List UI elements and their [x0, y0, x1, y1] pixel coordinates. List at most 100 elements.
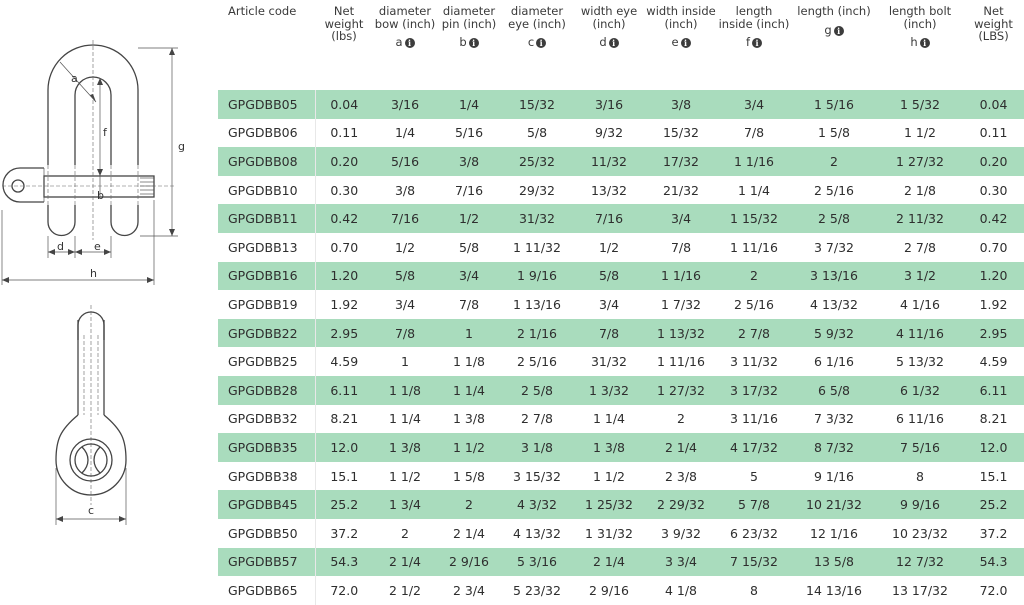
pin-slot [81, 446, 101, 474]
table-cell: 8.21 [315, 404, 373, 434]
table-cell: 7/8 [645, 232, 717, 262]
pin-head-outer [69, 438, 113, 482]
table-cell: 0.04 [963, 88, 1024, 119]
table-cell: 4 17/32 [717, 433, 791, 462]
label-b: b [97, 189, 104, 202]
table-cell: 1 25/32 [573, 490, 645, 519]
table-cell: 2 11/32 [877, 204, 963, 233]
article-code-cell: GPGDBB45 [218, 490, 316, 519]
table-cell: 3/4 [437, 261, 501, 291]
article-code-cell: GPGDBB65 [218, 576, 316, 605]
table-cell: 2 5/16 [717, 290, 791, 319]
table-cell: 5 [717, 461, 791, 491]
column-symbol-letter: a [395, 35, 403, 49]
table-cell: 1 3/8 [437, 404, 501, 434]
table-cell: 9 9/16 [877, 490, 963, 519]
info-icon[interactable]: i [752, 38, 763, 48]
pin-eye-line [2, 167, 44, 203]
table-cell: 4 11/16 [877, 318, 963, 348]
table-cell: 2 1/2 [373, 576, 437, 605]
info-icon[interactable]: i [468, 38, 479, 48]
label-h: h [90, 267, 97, 280]
table-row: GPGDBB22 2.95 7/8 1 2 1/16 7/8 1 13/32 2 7/8 5 9… [218, 318, 1024, 348]
table-cell: 1 1/2 [877, 118, 963, 148]
table-cell: 54.3 [963, 547, 1024, 577]
column-symbol-letter: c [527, 35, 535, 49]
table-row: GPGDBB13 0.70 1/2 5/8 1 11/32 1/2 7/8 1 11/16 3 … [218, 232, 1024, 262]
table-body: GPGDBB05 0.04 3/16 1/4 15/32 3/16 3/8 3/4 1 5/16… [218, 88, 1024, 605]
table-cell: 1 11/16 [717, 232, 791, 262]
table-cell: 12 1/16 [791, 518, 877, 548]
article-code-cell: GPGDBB19 [218, 290, 316, 319]
table-cell: 3/8 [437, 147, 501, 176]
article-code-cell: GPGDBB22 [218, 318, 316, 348]
table-cell: 3/8 [373, 175, 437, 205]
shackle-diagram: a f b g d e h c [1, 40, 185, 525]
column-symbol-letter: g [824, 22, 832, 37]
column-header: diameter eye (inch) c i [501, 0, 573, 89]
table-cell: 1/4 [373, 118, 437, 148]
table-cell: 1.92 [315, 290, 373, 319]
info-icon[interactable]: i [608, 38, 619, 48]
table-cell: 1 11/16 [645, 347, 717, 376]
table-cell: 2 3/4 [437, 576, 501, 605]
label-g: g [178, 140, 185, 153]
table-cell: 72.0 [315, 576, 373, 605]
shackle-front-view: a f b g d e h [1, 40, 185, 285]
info-icon[interactable]: i [919, 38, 930, 48]
table-cell: 2 1/4 [645, 433, 717, 462]
table-cell: 25/32 [501, 147, 573, 176]
table-cell: 9/32 [573, 118, 645, 148]
article-code-cell: GPGDBB05 [218, 88, 316, 119]
table-cell: 7 15/32 [717, 547, 791, 577]
table-cell: 15/32 [645, 118, 717, 148]
table-cell: 13/32 [573, 175, 645, 205]
table-cell: 2 5/8 [791, 204, 877, 233]
article-code-cell: GPGDBB13 [218, 232, 316, 262]
table-cell: 1 3/8 [373, 433, 437, 462]
table-row: GPGDBB16 1.20 5/8 3/4 1 9/16 5/8 1 1/16 2 3 13/1… [218, 261, 1024, 291]
column-header: length inside (inch) f i [717, 0, 791, 89]
label-d: d [57, 240, 64, 253]
table-cell: 1/2 [573, 232, 645, 262]
table-cell: 5 9/32 [791, 318, 877, 348]
column-symbol-letter: b [459, 35, 467, 49]
table-cell: 3 11/32 [717, 347, 791, 376]
table-header-row: Article code Net weight (lbs) diameter bow… [218, 0, 1024, 89]
table-cell: 15.1 [315, 461, 373, 491]
table-cell: 2 5/8 [501, 375, 573, 405]
table-cell: 3 13/16 [791, 261, 877, 291]
info-icon[interactable]: i [833, 25, 844, 36]
column-symbol-letter: h [910, 35, 918, 49]
table-cell: 1 1/16 [645, 261, 717, 291]
table-cell: 10 23/32 [877, 518, 963, 548]
pin-head-inner [74, 443, 108, 477]
column-header: length bolt (inch) h i [877, 0, 963, 89]
table-cell: 4 1/16 [877, 290, 963, 319]
table-cell: 13 17/32 [877, 576, 963, 605]
table-cell: 2.95 [315, 318, 373, 348]
table-row: GPGDBB65 72.0 2 1/2 2 3/4 5 23/32 2 9/16 4 1/8… [218, 576, 1024, 605]
table-row: GPGDBB35 12.0 1 3/8 1 1/2 3 1/8 1 3/8 2 1/4 4 1… [218, 433, 1024, 462]
table-cell: 1 1/16 [717, 147, 791, 176]
table-cell: 0.20 [315, 147, 373, 176]
table-cell: 2 [373, 518, 437, 548]
table-cell: 3/16 [373, 88, 437, 119]
table-cell: 29/32 [501, 175, 573, 205]
table-cell: 6 11/16 [877, 404, 963, 434]
table-cell: 1 1/4 [373, 404, 437, 434]
table-row: GPGDBB57 54.3 2 1/4 2 9/16 5 3/16 2 1/4 3 3/4 7… [218, 547, 1024, 577]
table-cell: 1 1/2 [573, 461, 645, 491]
label-e: e [94, 240, 101, 253]
info-icon[interactable]: i [404, 38, 415, 48]
table-cell: 5 13/32 [877, 347, 963, 376]
info-icon[interactable]: i [680, 38, 691, 48]
column-symbol-letter: f [745, 35, 751, 49]
column-symbol-letter: e [671, 35, 679, 49]
table-cell: 7/8 [373, 318, 437, 348]
info-icon[interactable]: i [536, 38, 547, 48]
table-cell: 14 13/16 [791, 576, 877, 605]
